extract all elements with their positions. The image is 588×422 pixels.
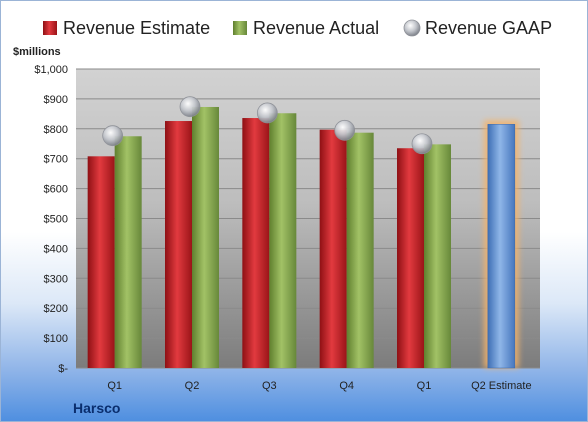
bar-revenue-estimate bbox=[397, 148, 424, 368]
x-tick-label: Q2 bbox=[185, 380, 200, 392]
x-tick-label: Q3 bbox=[262, 380, 277, 392]
bar-revenue-actual bbox=[114, 136, 142, 368]
y-tick-label: $- bbox=[58, 363, 68, 375]
y-tick-label: $500 bbox=[44, 214, 68, 226]
x-tick-label: Q4 bbox=[339, 380, 354, 392]
bar-revenue-estimate bbox=[319, 129, 347, 368]
y-tick-label: $600 bbox=[44, 184, 68, 196]
legend-swatch bbox=[233, 21, 247, 35]
legend-swatch bbox=[403, 19, 421, 37]
bar-revenue-estimate bbox=[165, 121, 192, 368]
y-axis-unit-label: $millions bbox=[13, 46, 61, 58]
y-tick-label: $800 bbox=[44, 124, 68, 136]
bubble-revenue-gaap bbox=[179, 96, 201, 118]
bubble-revenue-gaap bbox=[256, 102, 278, 124]
legend-label: Revenue Actual bbox=[253, 18, 379, 38]
x-tick-label: Q2 Estimate bbox=[471, 380, 532, 392]
bar-revenue-actual bbox=[346, 132, 374, 368]
legend-label: Revenue GAAP bbox=[425, 18, 552, 38]
y-tick-label: $1,000 bbox=[34, 64, 68, 76]
x-tick-label: Q1 bbox=[417, 380, 432, 392]
bar-revenue-actual bbox=[192, 106, 219, 369]
y-tick-label: $300 bbox=[44, 273, 68, 285]
bar-revenue-actual bbox=[424, 144, 451, 368]
y-tick-label: $700 bbox=[44, 154, 68, 166]
bar-revenue-estimate-forecast bbox=[487, 124, 516, 369]
x-tick-label: Q1 bbox=[107, 380, 122, 392]
bar-revenue-estimate bbox=[87, 156, 115, 368]
bubble-revenue-gaap bbox=[411, 133, 433, 155]
y-tick-label: $100 bbox=[44, 333, 68, 345]
legend-label: Revenue Estimate bbox=[63, 18, 210, 38]
chart-legend: Revenue Estimate Revenue Actual Revenue GA… bbox=[43, 18, 552, 38]
y-tick-label: $400 bbox=[44, 243, 68, 255]
bar-revenue-estimate bbox=[242, 118, 270, 368]
y-tick-label: $900 bbox=[44, 94, 68, 106]
bubble-revenue-gaap bbox=[102, 125, 124, 147]
bubble-revenue-gaap bbox=[334, 119, 356, 141]
legend-swatch bbox=[43, 21, 57, 35]
y-tick-label: $200 bbox=[44, 303, 68, 315]
company-label: Harsco bbox=[73, 400, 120, 416]
bar-revenue-actual bbox=[269, 113, 297, 368]
